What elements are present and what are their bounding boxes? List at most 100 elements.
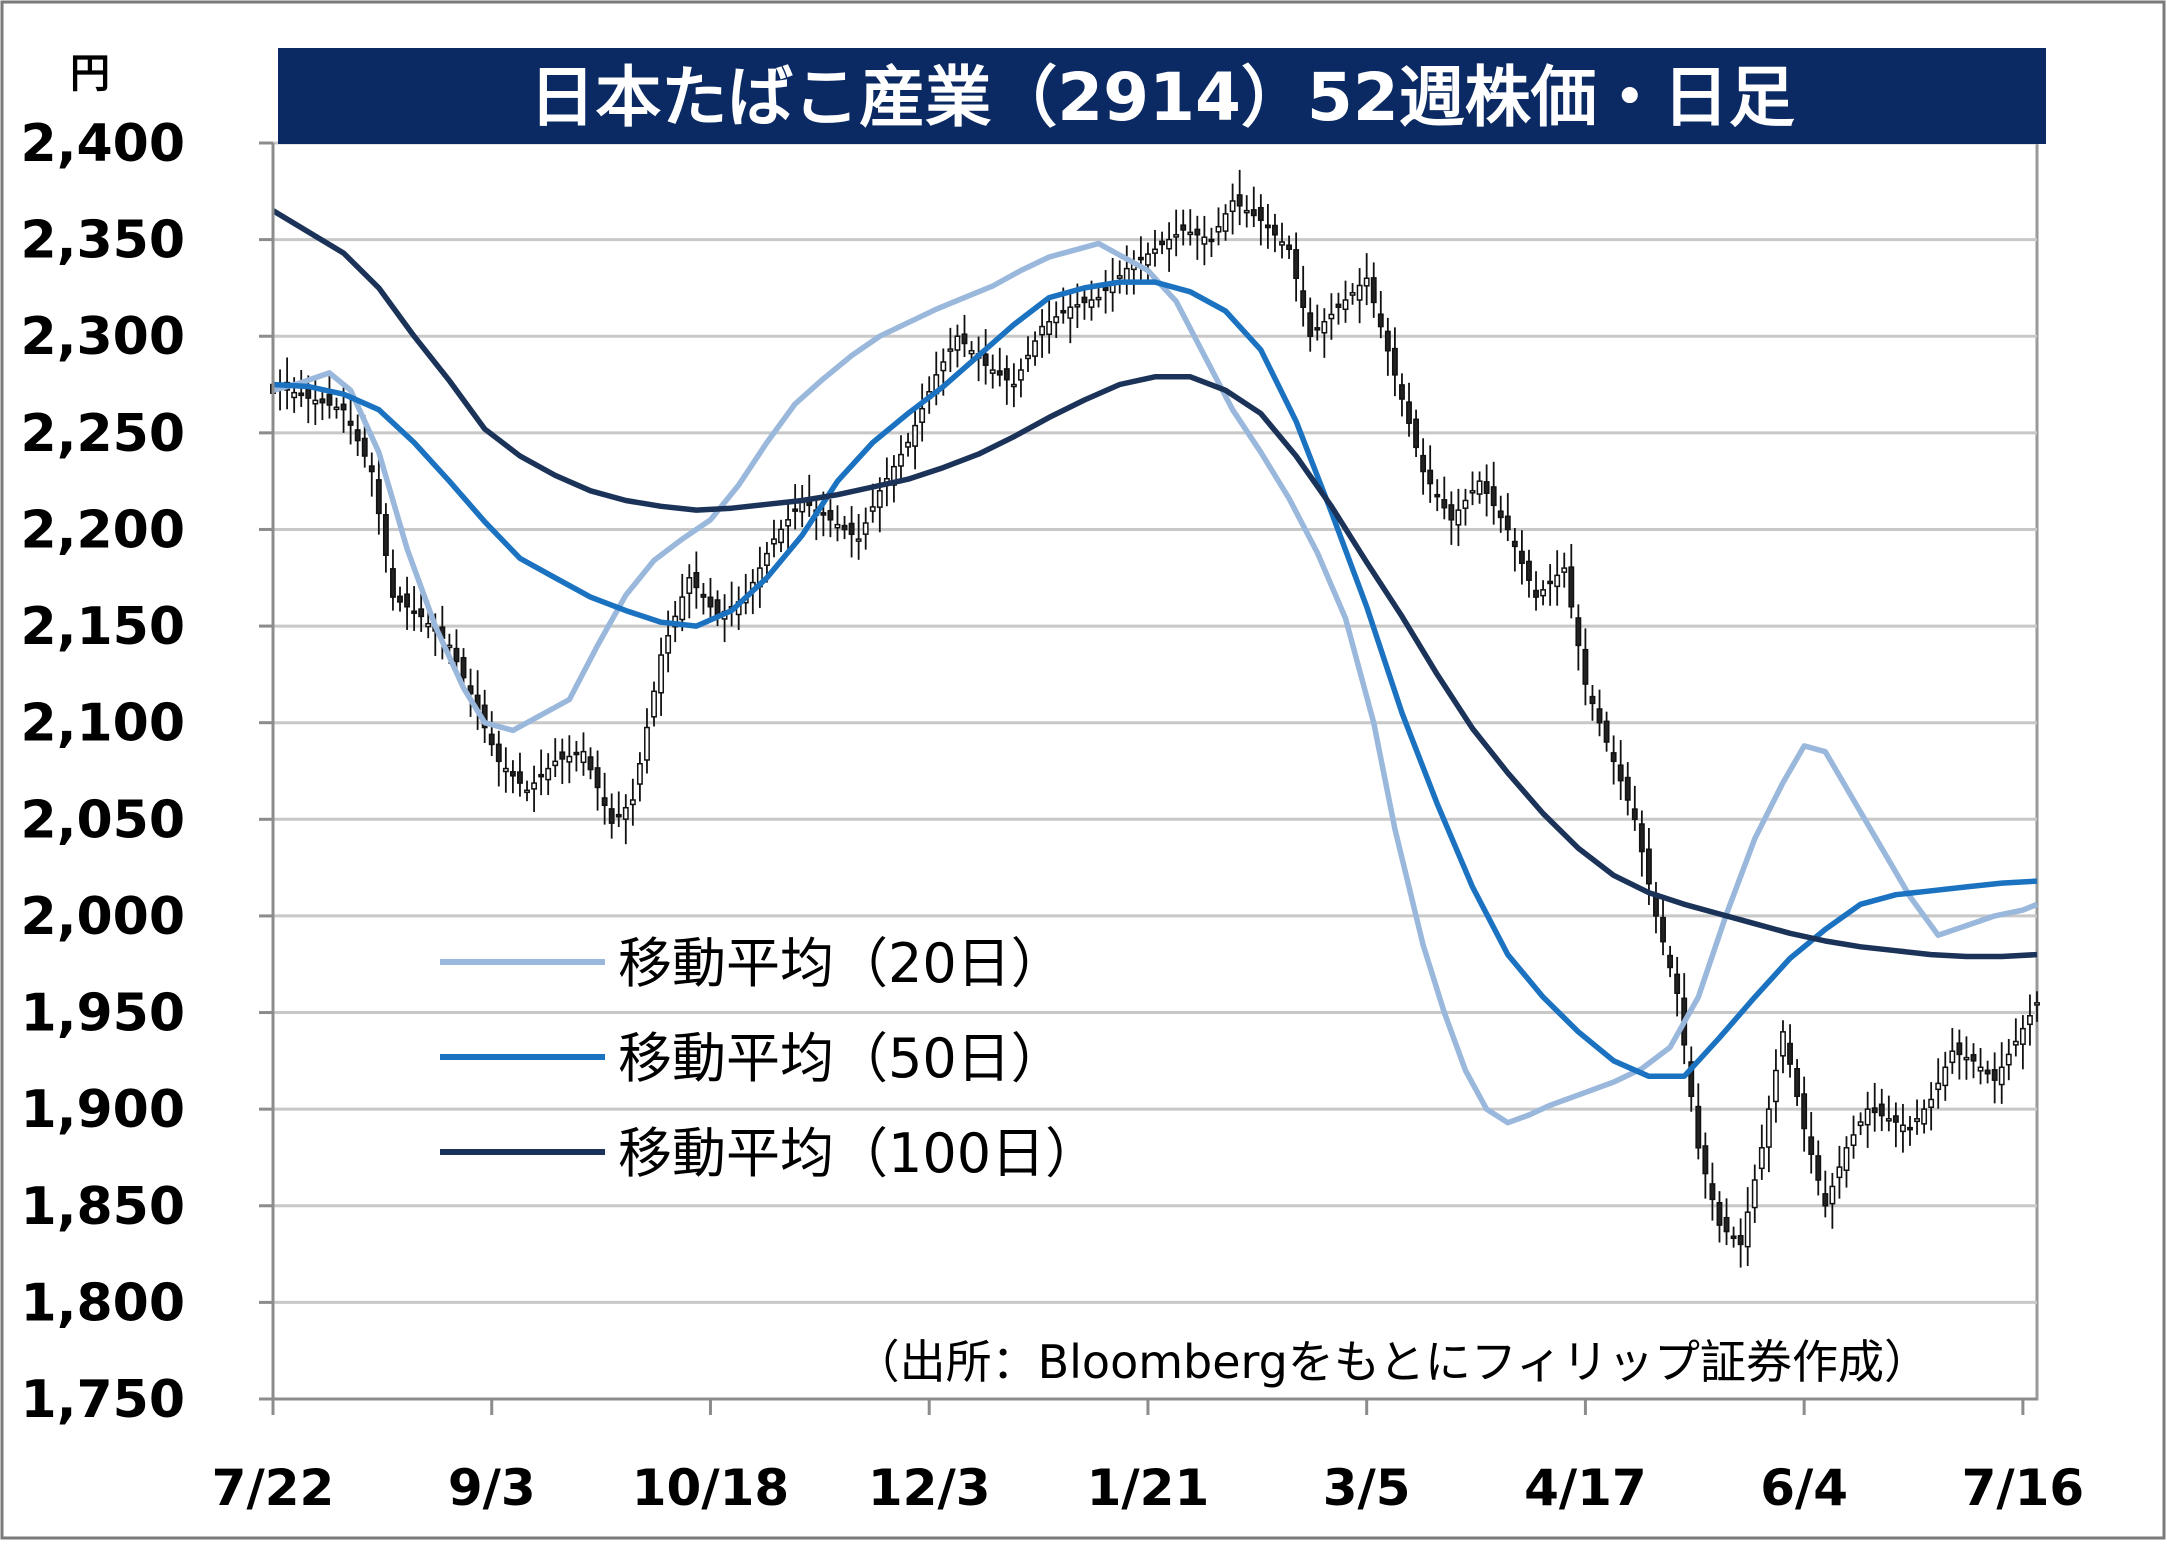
candlestick [1208,227,1215,258]
candle-body [601,797,608,807]
candlestick [1815,1140,1822,1196]
candle-body [1159,240,1165,246]
source-note: （出所：Bloombergをもとにフィリップ証券作成） [854,1335,1930,1389]
candlestick [1469,471,1476,506]
candlestick [1794,1059,1801,1106]
candle-body [1885,1118,1892,1122]
candle-body [1286,244,1293,251]
candle-body [1610,752,1617,763]
candle-body [644,726,650,761]
candle-body [686,577,693,594]
candlestick [1730,1226,1737,1248]
candle-body [1815,1155,1822,1181]
candlestick [679,573,686,632]
candle-body [509,771,516,777]
candlestick [862,507,869,550]
candlestick [686,564,693,619]
candlestick [1137,236,1144,281]
candlestick [989,354,996,389]
candle-body [1145,253,1151,266]
candlestick [390,549,396,611]
y-tick-label: 2,200 [21,500,185,560]
candle-body [876,490,883,508]
candlestick [397,586,403,612]
candlestick [1222,204,1229,241]
candle-body [1977,1066,1984,1072]
candle-body [1596,708,1603,724]
candlestick [1229,183,1236,235]
candlestick [834,505,841,542]
candle-body [989,369,996,374]
candle-body [1208,238,1215,243]
candle-body [1441,499,1448,509]
title-banner [278,48,2046,144]
title-text: 日本たばこ産業（2914）52週株価・日足 [529,59,1795,136]
candlestick [1709,1162,1716,1221]
candle-body [1095,296,1102,301]
candlestick [1215,207,1222,246]
candle-body [1998,1066,2005,1086]
candle-body [1695,1105,1702,1149]
candlestick [1032,331,1038,366]
candle-body [1448,504,1455,521]
candle-body [1864,1108,1871,1126]
candlestick [1053,301,1060,338]
candlestick [1384,317,1391,376]
ma-line-50 [272,279,2038,1080]
candle-body [1370,277,1377,304]
candlestick [1152,229,1158,267]
candlestick [1046,296,1053,354]
y-tick-label: 2,050 [21,790,185,850]
candlestick [1511,528,1518,572]
y-tick-label: 2,150 [21,597,185,657]
candlestick [1187,209,1194,246]
candlestick [622,794,629,845]
candlestick [693,551,700,609]
candlestick [368,452,375,497]
candlestick [947,327,954,372]
candlestick [1829,1172,1836,1229]
candlestick [1963,1036,1970,1080]
x-tick-label: 12/3 [868,1459,991,1517]
candlestick [1758,1124,1765,1180]
candle-body [841,524,848,531]
candle-body [1737,1235,1744,1246]
candlestick [594,750,601,811]
candlestick [1928,1082,1935,1131]
candle-body [1469,490,1476,494]
candle-body [1984,1069,1991,1075]
candlestick [658,637,665,716]
candlestick [1737,1218,1744,1268]
x-tick-label: 6/4 [1760,1459,1848,1517]
candlestick [1935,1058,1942,1109]
axes [271,143,2037,1415]
candlestick [1667,945,1674,978]
candlestick [1504,493,1511,542]
candle-body [580,750,587,764]
candle-body [1434,493,1441,498]
candle-body [1137,256,1144,261]
candle-body [1624,776,1631,801]
candle-body [1053,316,1060,324]
candlestick [524,780,530,802]
y-tick-label: 1,800 [21,1273,185,1333]
candle-body [1420,454,1427,473]
candlestick [1455,488,1462,547]
candlestick [531,765,538,813]
candlestick [1159,231,1165,255]
candle-body [898,453,904,467]
candlestick [1257,194,1264,246]
candle-body [460,657,467,679]
candle-body [820,512,827,516]
candle-body [982,353,989,366]
candlestick [1067,293,1074,344]
candle-body [1010,383,1017,388]
candle-body [340,403,347,411]
candlestick [1723,1198,1730,1246]
candle-body [1843,1147,1850,1171]
candle-body [1342,299,1349,311]
candlestick [587,747,594,780]
candlestick [1497,495,1504,533]
candle-body [869,506,876,512]
candlestick [495,730,502,787]
